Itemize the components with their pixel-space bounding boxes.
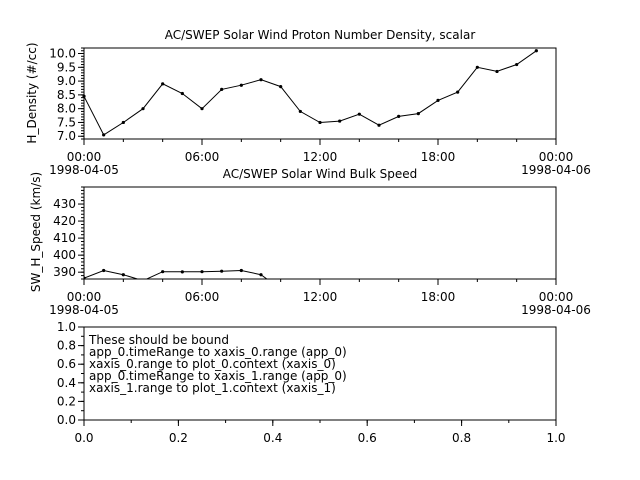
y-tick-label: 7.5 — [57, 115, 76, 129]
x-tick-label: 06:00 — [185, 290, 220, 304]
data-point — [456, 90, 460, 94]
data-point — [200, 270, 204, 274]
data-point — [141, 107, 145, 111]
density-date-end: 1998-04-06 — [521, 163, 591, 177]
y-tick-label: 10.0 — [49, 47, 76, 61]
annotation-line: app_0.timeRange to xaxis_0.range (app_0) — [89, 345, 347, 359]
density-date-start: 1998-04-05 — [49, 163, 119, 177]
data-point — [180, 91, 184, 96]
x-tick-label: 0.0 — [74, 431, 93, 445]
data-point — [279, 288, 282, 291]
density-series — [82, 49, 538, 137]
density-title: AC/SWEP Solar Wind Proton Number Density… — [165, 28, 476, 42]
density-x-ticks: 00:00 06:00 12:00 18:00 00:00 — [67, 139, 574, 164]
density-y-ticks: 7.07.58.08.59.09.510.0 — [49, 47, 84, 143]
data-point — [377, 123, 381, 127]
data-point — [239, 83, 243, 87]
series-line — [83, 50, 537, 136]
data-point — [121, 273, 125, 277]
speed-ylabel: SW_H_Speed (km/s) — [29, 172, 43, 292]
speed-date-start: 1998-04-05 — [49, 303, 119, 317]
data-point — [161, 270, 165, 274]
y-tick-label: 0.0 — [57, 413, 76, 427]
x-tick-label: 00:00 — [67, 290, 102, 304]
y-tick-label: 0.6 — [57, 357, 76, 371]
data-point — [495, 69, 499, 74]
x-tick-label: 18:00 — [421, 290, 456, 304]
data-point — [534, 49, 538, 53]
data-point — [397, 114, 401, 118]
binding-annotation: These should be bound app_0.timeRange to… — [88, 333, 347, 395]
x-tick-label: 0.4 — [263, 431, 282, 445]
binding-x-ticks: 0.0 0.2 0.4 0.6 0.8 1.0 — [74, 420, 566, 445]
density-panel: AC/SWEP Solar Wind Proton Number Density… — [25, 28, 591, 177]
data-point — [102, 133, 106, 137]
data-point — [318, 120, 322, 125]
data-point — [239, 268, 243, 273]
data-point — [338, 119, 342, 123]
annotation-line: app_0.timeRange to xaxis_1.range (app_0) — [89, 369, 347, 383]
data-point — [121, 120, 125, 125]
annotation-line: These should be bound — [88, 333, 229, 347]
x-tick-label: 0.6 — [358, 431, 377, 445]
speed-series — [84, 268, 282, 291]
speed-date-end: 1998-04-06 — [521, 303, 591, 317]
y-tick-label: 1.0 — [57, 320, 76, 334]
y-tick-label: 390 — [53, 265, 76, 279]
binding-y-ticks: 0.0 0.2 0.4 0.6 0.8 1.0 — [57, 320, 84, 427]
annotation-line: xaxis_1.range to plot_1.context (xaxis_1… — [89, 381, 336, 395]
data-point — [141, 279, 144, 282]
density-ylabel: H_Density (#/cc) — [25, 42, 39, 143]
data-point — [180, 270, 184, 274]
y-tick-label: 9.5 — [57, 60, 76, 74]
x-tick-label: 18:00 — [421, 150, 456, 164]
y-tick-label: 0.8 — [57, 339, 76, 353]
y-tick-label: 7.0 — [57, 129, 76, 143]
x-tick-label: 0.8 — [452, 431, 471, 445]
data-point — [220, 87, 224, 91]
data-point — [279, 85, 283, 89]
x-tick-label: 00:00 — [539, 150, 574, 164]
data-point — [161, 82, 165, 86]
speed-x-ticks: 00:00 06:00 12:00 18:00 00:00 — [67, 279, 574, 304]
x-tick-label: 0.2 — [169, 431, 188, 445]
data-point — [416, 112, 420, 116]
speed-plot-frame — [83, 186, 557, 280]
y-tick-label: 8.0 — [57, 102, 76, 116]
x-tick-label: 00:00 — [67, 150, 102, 164]
x-tick-label: 12:00 — [303, 290, 338, 304]
x-tick-label: 12:00 — [303, 150, 338, 164]
binding-panel: 0.0 0.2 0.4 0.6 0.8 1.0 0.0 0.2 0.4 0.6 0.8 1.0 Th… — [57, 320, 566, 445]
data-point — [259, 273, 263, 277]
y-tick-label: 400 — [53, 248, 76, 262]
y-tick-label: 410 — [53, 231, 76, 245]
y-tick-label: 430 — [53, 197, 76, 211]
data-point — [259, 78, 263, 82]
data-point — [436, 98, 440, 102]
y-tick-label: 420 — [53, 214, 76, 228]
data-point — [475, 65, 479, 69]
x-tick-label: 1.0 — [546, 431, 565, 445]
y-tick-label: 0.4 — [57, 376, 76, 390]
data-point — [298, 109, 302, 114]
data-point — [357, 112, 361, 116]
binding-plot-frame — [83, 326, 557, 421]
x-tick-label: 06:00 — [185, 150, 220, 164]
speed-title: AC/SWEP Solar Wind Bulk Speed — [223, 167, 417, 181]
data-point — [200, 107, 204, 111]
speed-panel: AC/SWEP Solar Wind Bulk Speed SW_H_Speed… — [29, 167, 591, 317]
y-tick-label: 8.5 — [57, 88, 76, 102]
annotation-line: xaxis_0.range to plot_0.context (xaxis_0… — [89, 357, 336, 371]
data-point — [220, 269, 224, 273]
y-tick-label: 0.2 — [57, 394, 76, 408]
y-tick-label: 9.0 — [57, 74, 76, 88]
x-tick-label: 00:00 — [539, 290, 574, 304]
density-plot-frame — [83, 47, 557, 140]
speed-y-ticks: 390 400 410 420 430 — [53, 186, 84, 280]
data-point — [515, 62, 519, 67]
data-point — [102, 268, 106, 273]
